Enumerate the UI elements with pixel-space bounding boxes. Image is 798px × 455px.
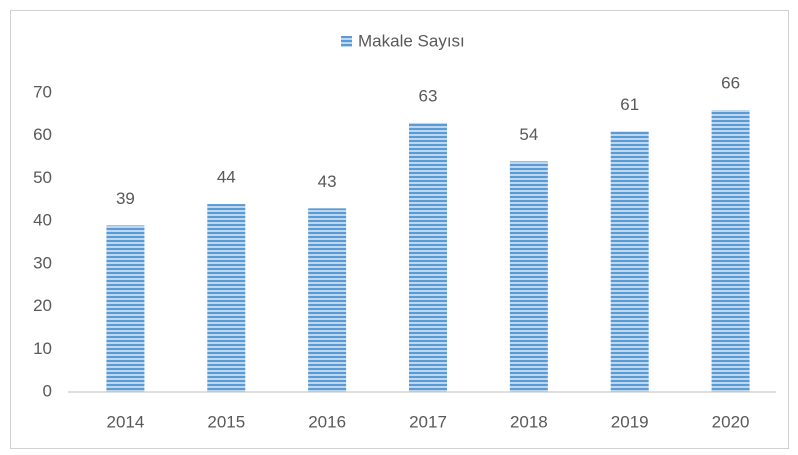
x-tick-label: 2014 <box>107 412 145 431</box>
x-tick-label: 2020 <box>712 412 750 431</box>
data-label: 44 <box>217 168 236 187</box>
bar <box>308 208 347 392</box>
y-tick-label: 50 <box>33 168 52 187</box>
data-label: 43 <box>318 172 337 191</box>
legend-label: Makale Sayısı <box>358 31 465 50</box>
bar <box>409 122 447 393</box>
y-tick-label: 40 <box>33 211 52 230</box>
data-label: 61 <box>620 95 639 114</box>
data-label: 39 <box>116 189 135 208</box>
bar <box>106 225 145 392</box>
data-label: 66 <box>721 74 740 93</box>
data-label: 63 <box>419 86 438 105</box>
y-tick-label: 70 <box>33 82 52 101</box>
bar <box>509 161 548 392</box>
data-label: 54 <box>519 125 538 144</box>
x-tick-label: 2017 <box>409 412 447 431</box>
y-tick-label: 30 <box>33 253 52 272</box>
x-tick-label: 2016 <box>308 412 346 431</box>
bar <box>711 110 750 392</box>
y-tick-label: 10 <box>33 339 52 358</box>
y-tick-label: 20 <box>33 296 52 315</box>
x-tick-label: 2018 <box>510 412 548 431</box>
x-tick-label: 2015 <box>207 412 245 431</box>
x-tick-label: 2019 <box>611 412 649 431</box>
bar <box>610 131 649 392</box>
y-tick-label: 0 <box>43 381 52 400</box>
legend-marker <box>341 36 352 47</box>
y-tick-label: 60 <box>33 125 52 144</box>
bar <box>207 204 246 392</box>
